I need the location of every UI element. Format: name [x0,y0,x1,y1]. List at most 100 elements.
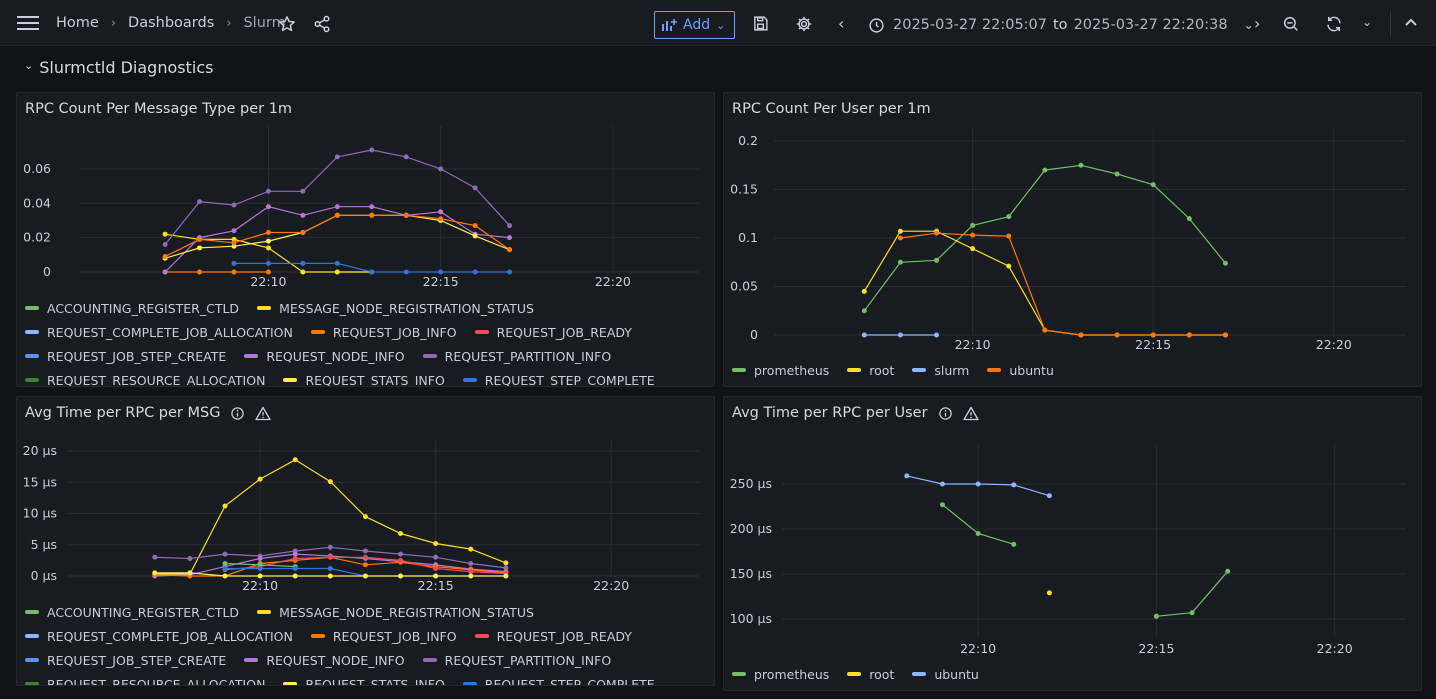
legend-label: slurm [934,362,970,378]
legend-item[interactable]: REQUEST_STEP_COMPLETE [462,676,655,686]
legend-row: REQUEST_JOB_STEP_CREATE REQUEST_NODE_INFO… [25,648,655,672]
y-tick-label: 0.04 [23,195,51,210]
time-range-picker[interactable]: 2025-03-27 22:05:07 to 2025-03-27 22:20:… [868,11,1254,39]
legend-swatch [732,368,746,372]
data-point[interactable] [1046,590,1052,596]
x-tick-label: 22:10 [242,578,278,593]
legend-item[interactable]: REQUEST_STEP_COMPLETE [462,373,655,386]
series-request-stats-info [152,570,509,579]
legend-item[interactable]: REQUEST_COMPLETE_JOB_ALLOCATION [25,629,293,644]
legend-swatch [462,682,477,685]
data-point[interactable] [861,288,867,294]
legend-item[interactable]: REQUEST_JOB_READY [474,325,632,340]
panel-title-container[interactable]: Avg Time per RPC per MSG [25,405,272,421]
breadcrumb-dashboards[interactable]: Dashboards [128,15,215,31]
series-line [863,230,1226,336]
y-tick-label: 150 µs [730,566,772,581]
legend-item[interactable]: MESSAGE_NODE_REGISTRATION_STATUS [257,301,534,316]
legend-swatch [310,634,325,638]
chevron-down-icon: ⌄ [716,18,726,32]
x-tick-label: 22:10 [960,641,996,656]
divider [1390,12,1391,36]
row-header[interactable]: ⌄ Slurmctld Diagnostics [24,58,213,77]
y-tick-label: 100 µs [730,611,772,626]
legend-item[interactable]: prometheus [732,667,829,682]
series-line [164,214,510,258]
legend-item[interactable]: REQUEST_COMPLETE_JOB_ALLOCATION [25,325,293,340]
legend-item[interactable]: root [847,667,894,682]
y-tick-label: 0.2 [738,133,758,148]
star-icon[interactable] [278,15,296,33]
info-icon[interactable] [230,406,245,421]
y-tick-label: 0.15 [730,182,758,197]
warning-icon[interactable] [255,406,272,421]
chevron-left-icon[interactable]: ‹ [838,14,845,33]
series-request-job-info [162,212,513,260]
breadcrumb-home[interactable]: Home [56,15,99,31]
legend-swatch [25,378,39,382]
info-icon[interactable] [938,406,953,421]
legend-item[interactable]: REQUEST_STATS_INFO [283,373,445,386]
data-point[interactable] [152,570,158,576]
legend-item[interactable]: REQUEST_STATS_INFO [283,677,445,685]
legend-item[interactable]: ubuntu [912,667,979,682]
zoom-out-icon[interactable] [1282,15,1300,33]
legend-item[interactable]: REQUEST_PARTITION_INFO [422,653,611,668]
panel-title: RPC Count Per User per 1m [732,101,931,117]
legend-item[interactable]: ACCOUNTING_REGISTER_CTLD [25,605,239,620]
legend-item[interactable]: root [847,363,894,378]
legend-item[interactable]: MESSAGE_NODE_REGISTRATION_STATUS [257,605,534,620]
gear-icon[interactable] [795,15,813,33]
legend-item[interactable]: REQUEST_JOB_INFO [310,629,457,644]
chart-rpc-count-per-message-type: 0 0.02 0.04 0.06 22:10 22:15 22:20 [23,126,699,289]
menu-icon[interactable] [16,13,40,33]
panel-title-container[interactable]: RPC Count Per User per 1m [732,101,931,117]
y-tick-label: 0.06 [23,161,51,176]
data-point[interactable] [265,269,271,275]
legend-item[interactable]: REQUEST_PARTITION_INFO [422,349,611,364]
legend-label: MESSAGE_NODE_REGISTRATION_STATUS [279,604,534,620]
legend-item[interactable]: REQUEST_NODE_INFO [244,349,405,364]
chevron-up-icon[interactable] [1403,16,1419,28]
chevron-down-icon[interactable]: ⌄ [1362,15,1373,29]
legend-label: ACCOUNTING_REGISTER_CTLD [47,300,240,316]
legend-item[interactable]: ACCOUNTING_REGISTER_CTLD [25,301,239,316]
warning-icon[interactable] [962,406,979,421]
legend-item[interactable]: REQUEST_JOB_STEP_CREATE [25,349,226,364]
legend-item[interactable]: REQUEST_JOB_READY [474,628,632,644]
legend-item[interactable]: prometheus [732,363,829,378]
legend-item[interactable]: REQUEST_RESOURCE_ALLOCATION [25,373,265,386]
x-tick-label: 22:20 [1316,337,1352,352]
panel-title-container[interactable]: RPC Count Per Message Type per 1m [25,101,292,117]
legend-item[interactable]: REQUEST_NODE_INFO [244,653,405,668]
series-line [863,164,1226,312]
data-point[interactable] [152,554,158,560]
chevron-right-icon[interactable]: › [1254,14,1261,33]
data-point[interactable] [162,254,168,260]
share-icon[interactable] [313,15,331,33]
series-line [942,504,1014,545]
legend-swatch [987,368,1002,372]
data-point[interactable] [904,473,910,479]
legend-label: REQUEST_STEP_COMPLETE [484,676,655,686]
series-line [154,459,507,575]
legend-label: REQUEST_JOB_READY [496,628,632,644]
data-point[interactable] [1222,332,1228,338]
save-icon[interactable] [752,15,769,32]
refresh-icon[interactable] [1325,15,1343,33]
legend-item[interactable]: ubuntu [987,363,1054,378]
x-tick-label: 22:10 [955,337,991,352]
legend-item[interactable]: slurm [912,363,969,378]
data-point[interactable] [1046,493,1052,499]
chart-avg-time-per-rpc-per-user: 100 µs 150 µs 200 µs 250 µs 22:10 22:15 22:20 [730,445,1406,656]
panel-title-container[interactable]: Avg Time per RPC per User [732,405,979,421]
legend-item[interactable]: REQUEST_RESOURCE_ALLOCATION [25,677,265,685]
add-button[interactable]: Add ⌄ [654,11,735,39]
legend-label: ubuntu [934,666,979,682]
legend-item[interactable]: REQUEST_JOB_INFO [310,325,457,340]
legend-item[interactable]: REQUEST_JOB_STEP_CREATE [25,653,226,668]
data-point[interactable] [861,332,867,338]
data-point[interactable] [934,332,940,338]
chevron-down-icon: ⌄ [24,59,34,72]
legend-swatch [244,354,259,358]
